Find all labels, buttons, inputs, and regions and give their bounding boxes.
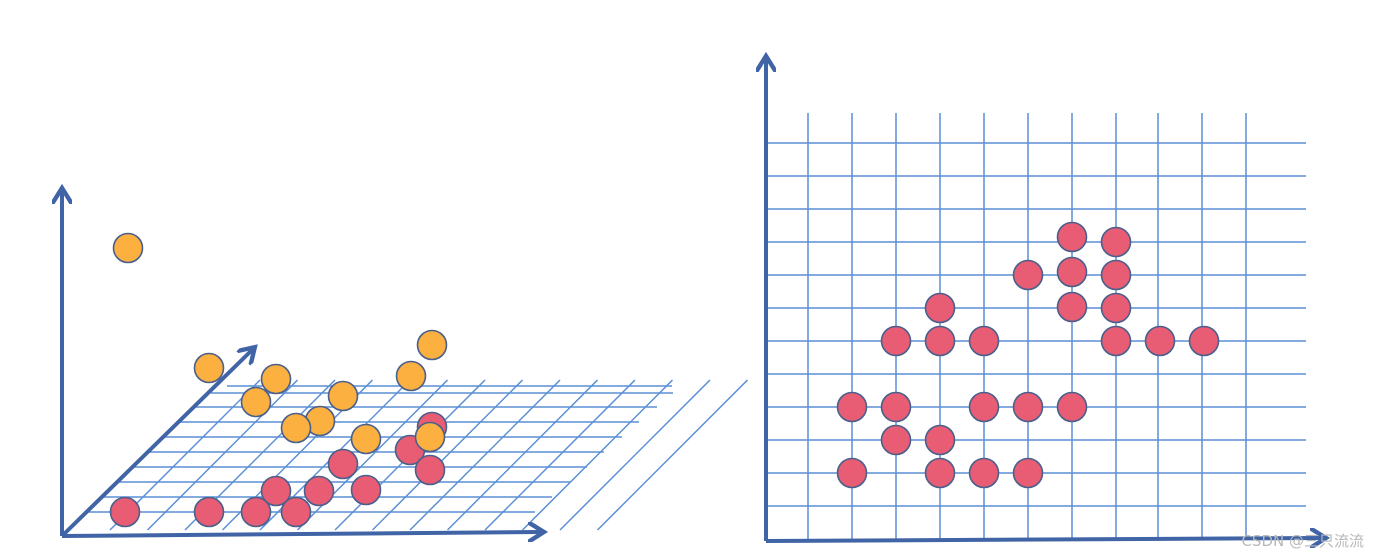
left-red-point <box>350 474 382 506</box>
left-orange-point <box>350 423 382 455</box>
left-red-point <box>193 496 225 528</box>
right-red-point <box>1100 292 1132 324</box>
right-red-point <box>1056 291 1088 323</box>
left-red-point <box>327 448 359 480</box>
left-3d-scatter-panel <box>62 192 749 536</box>
left-orange-point <box>260 363 292 395</box>
right-red-point <box>1012 391 1044 423</box>
right-2d-grid-points <box>836 221 1220 489</box>
left-red-point <box>240 496 272 528</box>
right-red-point <box>836 457 868 489</box>
right-red-point <box>1056 256 1088 288</box>
left-orange-point <box>193 352 225 384</box>
left-red-point <box>260 475 292 507</box>
right-2d-grid-panel <box>766 60 1322 541</box>
left-grid-rail <box>446 379 599 531</box>
left-3d-axes <box>62 192 540 536</box>
left-orange-point <box>414 421 446 453</box>
right-red-point <box>924 457 956 489</box>
watermark-text: CSDN @三只流流 <box>1241 532 1364 550</box>
right-red-point <box>1012 457 1044 489</box>
right-red-point <box>1012 259 1044 291</box>
right-horizontal-axis <box>765 538 1322 541</box>
right-red-point <box>924 325 956 357</box>
left-depth-axis <box>60 350 252 538</box>
left-grid-rail <box>521 379 674 531</box>
right-red-point <box>1056 221 1088 253</box>
right-red-point <box>836 391 868 423</box>
left-grid-rail <box>371 379 524 531</box>
right-red-point <box>1056 391 1088 423</box>
left-grid-rail <box>484 379 636 531</box>
left-grid-rail <box>596 379 749 531</box>
right-2d-axes <box>766 60 1322 541</box>
left-red-point <box>414 454 446 486</box>
left-orange-point <box>112 232 144 264</box>
right-red-point <box>880 391 912 423</box>
right-red-point <box>968 325 1000 357</box>
right-red-point <box>968 391 1000 423</box>
left-grid-rail <box>296 379 449 531</box>
right-red-point <box>1100 226 1132 258</box>
left-grid-rail <box>409 379 561 531</box>
right-red-point <box>880 424 912 456</box>
right-red-point <box>924 292 956 324</box>
right-red-point <box>1144 325 1176 357</box>
left-grid-rail <box>146 379 299 531</box>
left-orange-point <box>395 360 427 392</box>
left-red-point <box>109 496 141 528</box>
right-red-point <box>968 457 1000 489</box>
right-red-point <box>1100 325 1132 357</box>
left-grid-rail <box>559 379 711 531</box>
right-red-point <box>924 424 956 456</box>
right-red-point <box>1100 259 1132 291</box>
left-horizontal-axis <box>61 532 540 536</box>
right-red-point <box>880 325 912 357</box>
left-3d-scatter-points <box>109 232 448 528</box>
left-orange-point <box>416 329 448 361</box>
left-red-point <box>280 496 312 528</box>
right-red-point <box>1188 325 1220 357</box>
left-orange-point <box>327 380 359 412</box>
left-red-point <box>303 475 335 507</box>
left-orange-point <box>240 386 272 418</box>
left-orange-point <box>280 412 312 444</box>
